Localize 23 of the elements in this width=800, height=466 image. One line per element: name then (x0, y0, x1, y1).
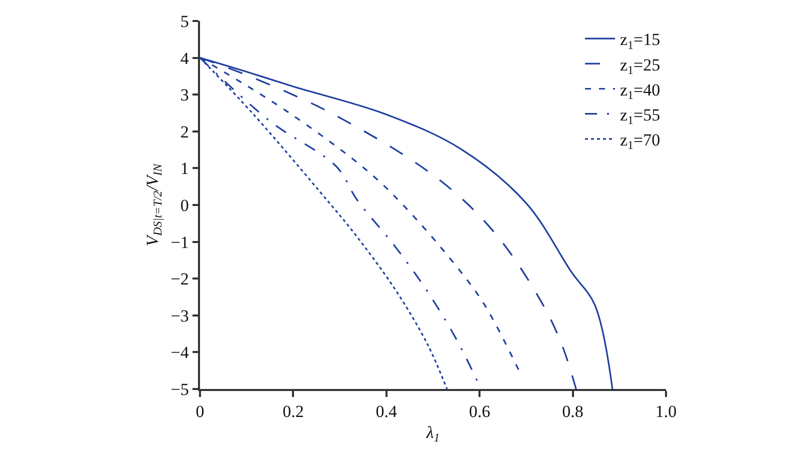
x-tick-label: 0.8 (562, 402, 584, 422)
x-tick-label: 0.6 (468, 402, 490, 422)
y-tick-label: 3 (180, 86, 189, 105)
legend-label: z$_{1}$=25 (620, 55, 660, 77)
legend-label: z$_{1}$=40 (620, 80, 660, 102)
x-tick-label: 0 (196, 402, 204, 422)
y-tick-label: −1 (170, 232, 189, 252)
y-tick-label: 1 (180, 159, 189, 178)
legend-label: z$_{1}$=55 (620, 105, 660, 128)
y-tick-label: 0 (180, 196, 189, 215)
y-tick-label: −3 (170, 306, 189, 326)
x-tick-label: 0.4 (376, 402, 398, 422)
legend-label: z$_{1}$=15 (620, 30, 660, 52)
x-tick-label: 1.0 (655, 402, 677, 422)
x-axis-title: λ$_{1}$ (425, 423, 440, 445)
y-tick-label: 4 (180, 48, 190, 68)
y-tick-label: −5 (170, 380, 189, 399)
x-tick-label: 0.2 (282, 402, 304, 422)
y-tick-label: −2 (170, 270, 189, 289)
y-tick-label: 5 (180, 12, 189, 31)
y-tick-label: 2 (180, 122, 189, 142)
legend-label: z$_{1}$=70 (620, 130, 660, 152)
y-tick-label: −4 (170, 343, 190, 362)
